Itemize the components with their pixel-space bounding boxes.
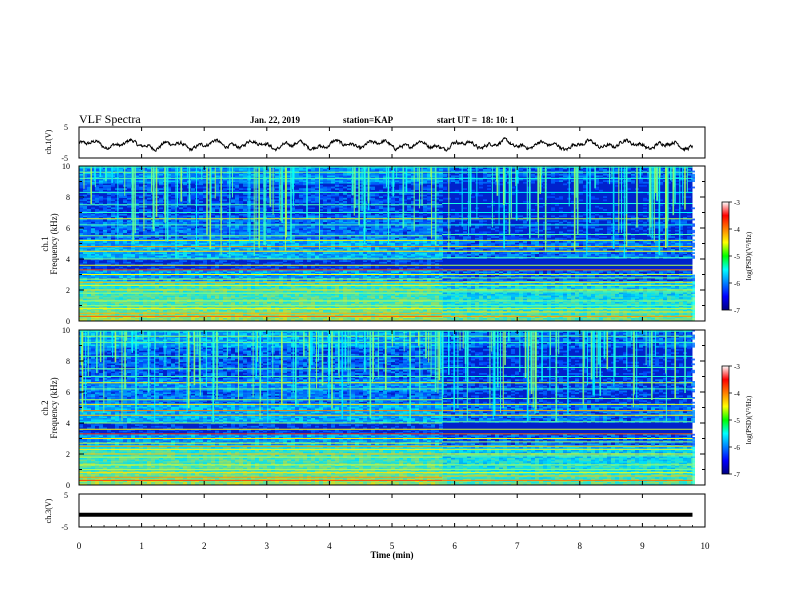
- frequency-tick-label: 6: [66, 388, 70, 397]
- time-tick-label: 7: [515, 541, 520, 551]
- time-tick-label: 6: [452, 541, 457, 551]
- ch1-spectrogram-ylabel-channel: ch.1: [40, 236, 50, 251]
- frequency-tick-label: 8: [66, 357, 70, 366]
- ch1-spectrogram-panel: 0 2 4 6 8 10 ch.1 Frequency (kHz) -3 -4 -5 -6 -7 l…: [40, 162, 753, 326]
- ch1-spectrogram-ylabel-frequency: Frequency (kHz): [49, 213, 59, 274]
- frequency-tick-label: 10: [62, 326, 70, 335]
- frequency-tick-label: 2: [66, 450, 70, 459]
- ch2-spectrogram-image: [79, 329, 695, 486]
- time-tick-label: 2: [202, 541, 207, 551]
- ch1-waveform-ylabel: ch.1(V): [44, 129, 53, 154]
- ch2-spectrogram-panel: 0 2 4 6 8 10 ch.2 Frequency (kHz) -3 -4 -5 -6 -7 l…: [40, 326, 753, 490]
- station-label: station=KAP: [343, 115, 394, 125]
- start-time-label: start UT = 18: 10: 1: [437, 115, 515, 125]
- frequency-tick-label: 0: [66, 481, 70, 490]
- ch1-waveform-frame: [78, 126, 706, 159]
- ch1-ytick-group: 0 2 4 6 8 10: [62, 162, 706, 326]
- colorbar-gradient: [721, 365, 730, 475]
- ch1-colorbar: -3 -4 -5 -6 -7 log(PSD)(V²/Hz): [721, 199, 753, 315]
- ch1-xtick-group: [78, 127, 706, 158]
- time-axis-label: Time (min): [370, 550, 413, 560]
- ch3-waveform-frame: [78, 493, 706, 528]
- ch2-colorbar: -3 -4 -5 -6 -7 log(PSD)(V²/Hz): [721, 363, 753, 479]
- frequency-tick-label: 4: [66, 419, 70, 428]
- time-tick-label: 9: [640, 541, 645, 551]
- ch3-waveform-panel: 5 -5 ch.3(V) 0 1 2 3 4 5 6 7 8 9 10 Time (min): [44, 491, 710, 560]
- frequency-tick-label: 0: [66, 317, 70, 326]
- frequency-tick-label: 4: [66, 255, 70, 264]
- ch3-ytick-top: 5: [64, 491, 68, 500]
- ch1-spectrogram-image: [79, 165, 695, 322]
- time-axis: 0 1 2 3 4 5 6 7 8 9 10: [77, 494, 710, 551]
- time-tick-label: 4: [327, 541, 332, 551]
- ch3-ytick-bottom: -5: [61, 523, 68, 532]
- time-tick-label: 1: [139, 541, 144, 551]
- ch1-waveform-trace: [78, 137, 693, 152]
- time-tick-label: 3: [265, 541, 270, 551]
- colorbar-gradient: [721, 201, 730, 311]
- colorbar-label: log(PSD)(V²/Hz): [745, 231, 753, 280]
- colorbar-tick-label: -7: [734, 471, 740, 479]
- colorbar-label: log(PSD)(V²/Hz): [745, 395, 753, 444]
- time-tick-label: 5: [390, 541, 395, 551]
- figure-title: VLF Spectra: [79, 112, 141, 126]
- colorbar-tick-label: -3: [734, 363, 740, 371]
- colorbar-tick-label: -3: [734, 199, 740, 207]
- frequency-tick-label: 2: [66, 286, 70, 295]
- ch1-ytick-bottom: -5: [61, 154, 68, 163]
- colorbar-tick-label: -4: [734, 390, 740, 398]
- ch2-spectrogram-ylabel-channel: ch.2: [40, 400, 50, 415]
- ch1-waveform-panel: 5 -5 ch.1(V): [44, 123, 706, 163]
- frequency-tick-label: 6: [66, 224, 70, 233]
- time-tick-label: 8: [578, 541, 583, 551]
- ch1-ytick-top: 5: [64, 123, 68, 132]
- colorbar-tick-label: -7: [734, 307, 740, 315]
- colorbar-tick-label: -4: [734, 226, 740, 234]
- colorbar-tick-label: -5: [734, 417, 740, 425]
- date-label: Jan. 22, 2019: [250, 115, 301, 125]
- frequency-tick-label: 8: [66, 193, 70, 202]
- ch2-spectrogram-ylabel-frequency: Frequency (kHz): [49, 377, 59, 438]
- time-tick-label: 10: [701, 541, 711, 551]
- time-tick-label: 0: [77, 541, 82, 551]
- ch2-ytick-group: 0 2 4 6 8 10: [62, 326, 706, 490]
- colorbar-tick-label: -6: [734, 444, 740, 452]
- colorbar-tick-label: -5: [734, 253, 740, 261]
- frequency-tick-label: 10: [62, 162, 70, 171]
- colorbar-tick-label: -6: [734, 280, 740, 288]
- ch3-waveform-ylabel: ch.3(V): [44, 498, 53, 523]
